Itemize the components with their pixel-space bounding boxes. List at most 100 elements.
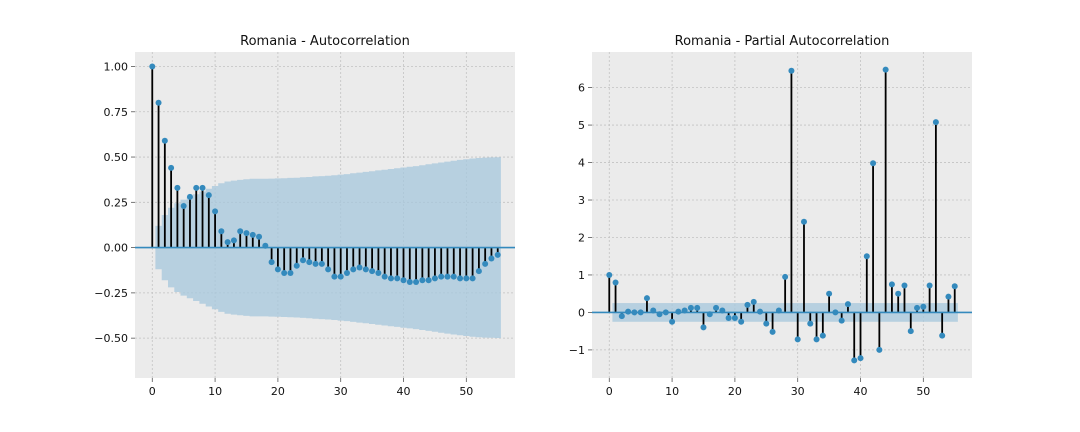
acf-point (199, 184, 206, 191)
acf-xtick-label: 30 (334, 385, 348, 398)
pacf-ytick-label: 5 (578, 119, 585, 132)
acf-point (149, 63, 156, 70)
acf-point (318, 260, 325, 267)
pacf-point (819, 332, 826, 339)
pacf-point (932, 119, 939, 126)
pacf-point (637, 309, 644, 316)
acf-point (494, 251, 501, 258)
acf-point (186, 193, 193, 200)
pacf-point (939, 332, 946, 339)
acf-point (224, 239, 231, 246)
pacf-xtick-label: 20 (728, 385, 742, 398)
pacf-point (794, 336, 801, 343)
acf-point (325, 266, 332, 273)
acf-ytick-label: 0.25 (104, 196, 129, 209)
acf-point (350, 266, 357, 273)
acf-point (469, 275, 476, 282)
acf-point (406, 279, 413, 286)
acf-point (249, 231, 256, 238)
acf-point (381, 273, 388, 280)
pacf-point (838, 317, 845, 324)
pacf-point (870, 160, 877, 167)
acf-point (306, 259, 313, 266)
pacf-xtick-label: 50 (916, 385, 930, 398)
pacf-point (914, 304, 921, 311)
acf-ytick-label: 0.75 (104, 106, 129, 119)
pacf-point (675, 308, 682, 315)
pacf-point (713, 304, 720, 311)
pacf-xtick-label: 30 (791, 385, 805, 398)
pacf-point (901, 282, 908, 289)
pacf-point (769, 328, 776, 335)
acf-ytick-label: 0.50 (104, 151, 129, 164)
pacf-plot-area (592, 52, 972, 378)
acf-point (450, 273, 457, 280)
acf-panel: 0 10 20 30 40 50 −0.50 −0.25 0.00 0.25 0.50 0.75 1.0… (94, 34, 515, 398)
pacf-title: Romania - Partial Autocorrelation (675, 34, 890, 49)
acf-xtick-label: 0 (149, 385, 156, 398)
pacf-point (882, 66, 889, 73)
pacf-point (650, 307, 657, 314)
pacf-ytick-label: 3 (578, 194, 585, 207)
acf-point (293, 262, 300, 269)
pacf-xtick-label: 0 (606, 385, 613, 398)
pacf-point (763, 320, 770, 327)
acf-point (161, 137, 168, 144)
acf-point (312, 260, 319, 267)
acf-point (243, 230, 250, 237)
pacf-ytick-label: 4 (578, 157, 585, 170)
acf-point (331, 273, 338, 280)
pacf-point (895, 290, 902, 297)
acf-point (413, 279, 420, 286)
acf-point (419, 277, 426, 284)
pacf-point (863, 253, 870, 260)
pacf-point (907, 328, 914, 335)
acf-point (281, 269, 288, 276)
pacf-point (851, 357, 858, 364)
pacf-ytick-label: 0 (578, 306, 585, 319)
acf-point (488, 255, 495, 262)
pacf-point (706, 311, 713, 318)
pacf-point (719, 307, 726, 314)
acf-point (444, 273, 451, 280)
acf-ytick-label: −0.50 (94, 332, 128, 345)
acf-point (212, 208, 219, 215)
pacf-point (606, 271, 613, 278)
pacf-point (744, 301, 751, 308)
pacf-point (700, 324, 707, 331)
pacf-ytick-label: 1 (578, 269, 585, 282)
pacf-point (951, 283, 958, 290)
acf-point (287, 269, 294, 276)
acf-point (193, 184, 200, 191)
pacf-ytick-label: −1 (569, 344, 585, 357)
acf-point (300, 257, 307, 264)
pacf-point (920, 303, 927, 310)
pacf-point (656, 311, 663, 318)
acf-point (230, 237, 237, 244)
pacf-panel: 0 10 20 30 40 50 −1 0 1 2 3 4 5 6 Romania - Partial Au… (569, 34, 972, 398)
acf-point (425, 277, 432, 284)
acf-title: Romania - Autocorrelation (240, 34, 410, 49)
pacf-point (625, 308, 632, 315)
acf-point (438, 273, 445, 280)
pacf-point (612, 279, 619, 286)
acf-point (343, 269, 350, 276)
acf-point (463, 275, 470, 282)
acf-point (237, 228, 244, 235)
pacf-point (725, 315, 732, 322)
pacf-ytick-label: 6 (578, 82, 585, 95)
acf-point (400, 277, 407, 284)
pacf-point (832, 309, 839, 316)
pacf-point (788, 67, 795, 74)
acf-ytick-label: 1.00 (104, 60, 129, 73)
acf-ytick-label: −0.25 (94, 287, 128, 300)
acf-point (369, 268, 376, 275)
pacf-point (857, 355, 864, 362)
pacf-point (926, 282, 933, 289)
acf-point (475, 268, 482, 275)
pacf-point (669, 318, 676, 325)
pacf-xtick-label: 10 (665, 385, 679, 398)
acf-xtick-label: 50 (459, 385, 473, 398)
pacf-point (775, 307, 782, 314)
